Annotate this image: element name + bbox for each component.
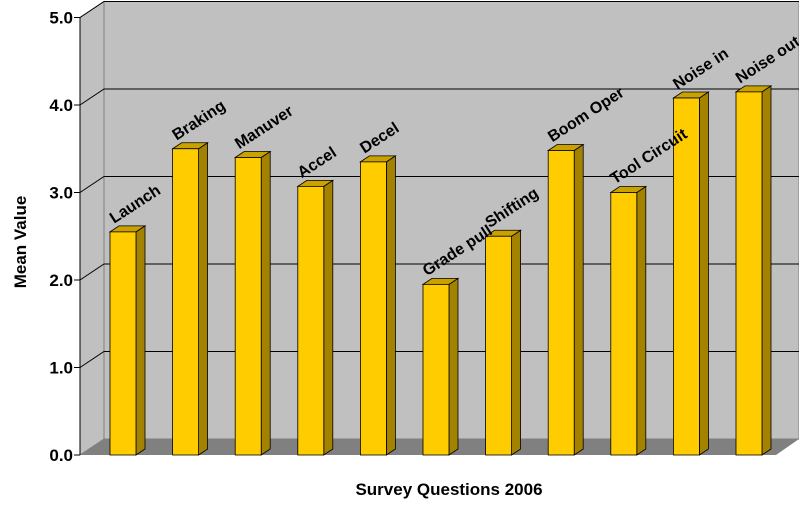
y-tick-labels: 0.0 1.0 2.0 3.0 4.0 5.0 (49, 9, 80, 465)
bar (609, 185, 648, 456)
bar (546, 143, 585, 456)
bar-side (323, 179, 334, 456)
y-tick-label: 3.0 (49, 184, 73, 203)
y-axis-title: Mean Value (11, 196, 30, 289)
chart-left-wall (79, 0, 105, 456)
bar-front (610, 192, 638, 456)
bar (421, 277, 460, 456)
bar-side (636, 185, 647, 456)
bar-side (260, 150, 271, 456)
bar (108, 225, 147, 456)
bar (484, 229, 522, 456)
x-axis-title: Survey Questions 2006 (355, 480, 542, 499)
bar (734, 85, 773, 456)
y-tick-label: 2.0 (49, 271, 73, 290)
y-tick-label: 5.0 (49, 9, 73, 28)
bar (171, 142, 209, 456)
bar-front (359, 161, 387, 456)
bar-front (547, 150, 575, 456)
bar (359, 155, 397, 456)
gridline (79, 88, 799, 106)
y-tick-label: 1.0 (49, 359, 73, 378)
bar-side (135, 225, 146, 456)
bar-front (297, 185, 325, 456)
bar-side (448, 277, 459, 456)
y-tick-label: 0.0 (49, 446, 73, 465)
bar (233, 150, 272, 456)
bar (296, 179, 335, 456)
bar-side (198, 142, 209, 456)
bar-front (485, 235, 513, 456)
bar-front (172, 148, 200, 456)
y-tick-label: 4.0 (49, 96, 73, 115)
bar-side (699, 91, 709, 456)
bar (672, 91, 710, 456)
bar-side (761, 85, 772, 456)
bar-front (422, 283, 450, 456)
bar-side (385, 155, 396, 456)
bar-side (573, 143, 584, 456)
bar-front (673, 97, 700, 456)
gridline (79, 1, 799, 18)
bars (108, 85, 773, 456)
bar-front (735, 91, 763, 456)
bar-front (109, 231, 137, 456)
bar-side (511, 229, 521, 456)
bar-front (234, 157, 262, 456)
